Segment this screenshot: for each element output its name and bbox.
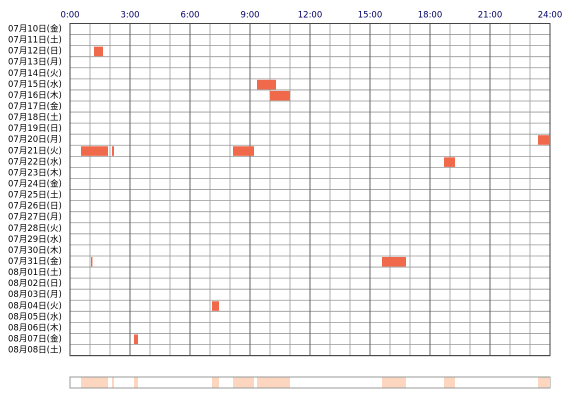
summary-segment [134,377,138,388]
date-label: 07月20日(月) [8,135,62,145]
x-tick-label: 15:00 [358,11,383,21]
x-tick-label: 18:00 [418,11,443,21]
date-label: 07月21日(火) [8,146,62,156]
summary-segment [382,377,406,388]
date-label: 07月12日(日) [8,47,62,57]
x-tick-label: 9:00 [240,11,259,21]
date-label: 07月17日(金) [8,101,62,112]
summary-segment [270,377,290,388]
x-tick-label: 3:00 [120,11,139,21]
plot-border [69,23,551,357]
activity-segment [112,146,114,156]
activity-segment [444,157,455,167]
date-label: 07月22日(水) [8,156,62,167]
date-label: 07月31日(金) [8,256,62,267]
date-label: 07月10日(金) [8,24,62,35]
date-label: 07月19日(日) [8,124,62,134]
summary-segment [91,377,93,388]
summary-segment [538,377,550,388]
x-tick-label: 6:00 [180,11,199,21]
date-label: 07月29日(水) [8,234,62,245]
activity-segment [212,301,219,311]
date-label: 08月01日(土) [8,267,62,278]
summary-segment [212,377,219,388]
summary-segment [233,377,254,388]
summary-segment [81,377,108,388]
summary-segment [112,377,114,388]
date-label: 08月03日(月) [8,290,62,300]
date-label: 07月16日(木) [8,90,62,101]
summary-bar [69,376,551,389]
activity-segment [257,79,276,90]
x-tick-label: 12:00 [298,11,323,21]
date-label: 07月14日(火) [8,69,62,79]
date-label: 07月25日(土) [8,190,62,201]
date-label: 08月05日(水) [8,311,62,322]
activity-segment [91,256,93,267]
date-label: 07月18日(土) [8,112,62,123]
activity-segment [538,135,550,145]
x-tick-label: 21:00 [478,11,503,21]
activity-segment [270,90,290,101]
activity-segment [134,334,138,345]
date-label: 07月23日(木) [8,167,62,178]
date-label: 08月02日(日) [8,279,62,289]
date-label: 07月27日(月) [8,213,62,223]
activity-segment [382,256,406,267]
date-label: 08月07日(金) [8,333,62,344]
summary-segment [444,377,455,388]
date-label: 07月13日(月) [8,58,62,68]
date-label: 07月26日(日) [8,202,62,212]
date-label: 07月15日(水) [8,79,62,90]
date-label: 07月11日(土) [8,35,62,46]
activity-segment [233,146,254,156]
date-label: 08月06日(木) [8,322,62,333]
x-tick-label: 0:00 [60,11,79,21]
x-tick-label: 24:00 [538,11,563,21]
date-label: 07月24日(金) [8,179,62,190]
date-label: 07月28日(火) [8,224,62,234]
date-label: 08月04日(火) [8,301,62,311]
date-label: 08月08日(土) [8,345,62,356]
activity-segment [81,146,108,156]
activity-segment [94,46,103,57]
summary-segment [257,377,276,388]
date-label: 07月30日(木) [8,245,62,256]
